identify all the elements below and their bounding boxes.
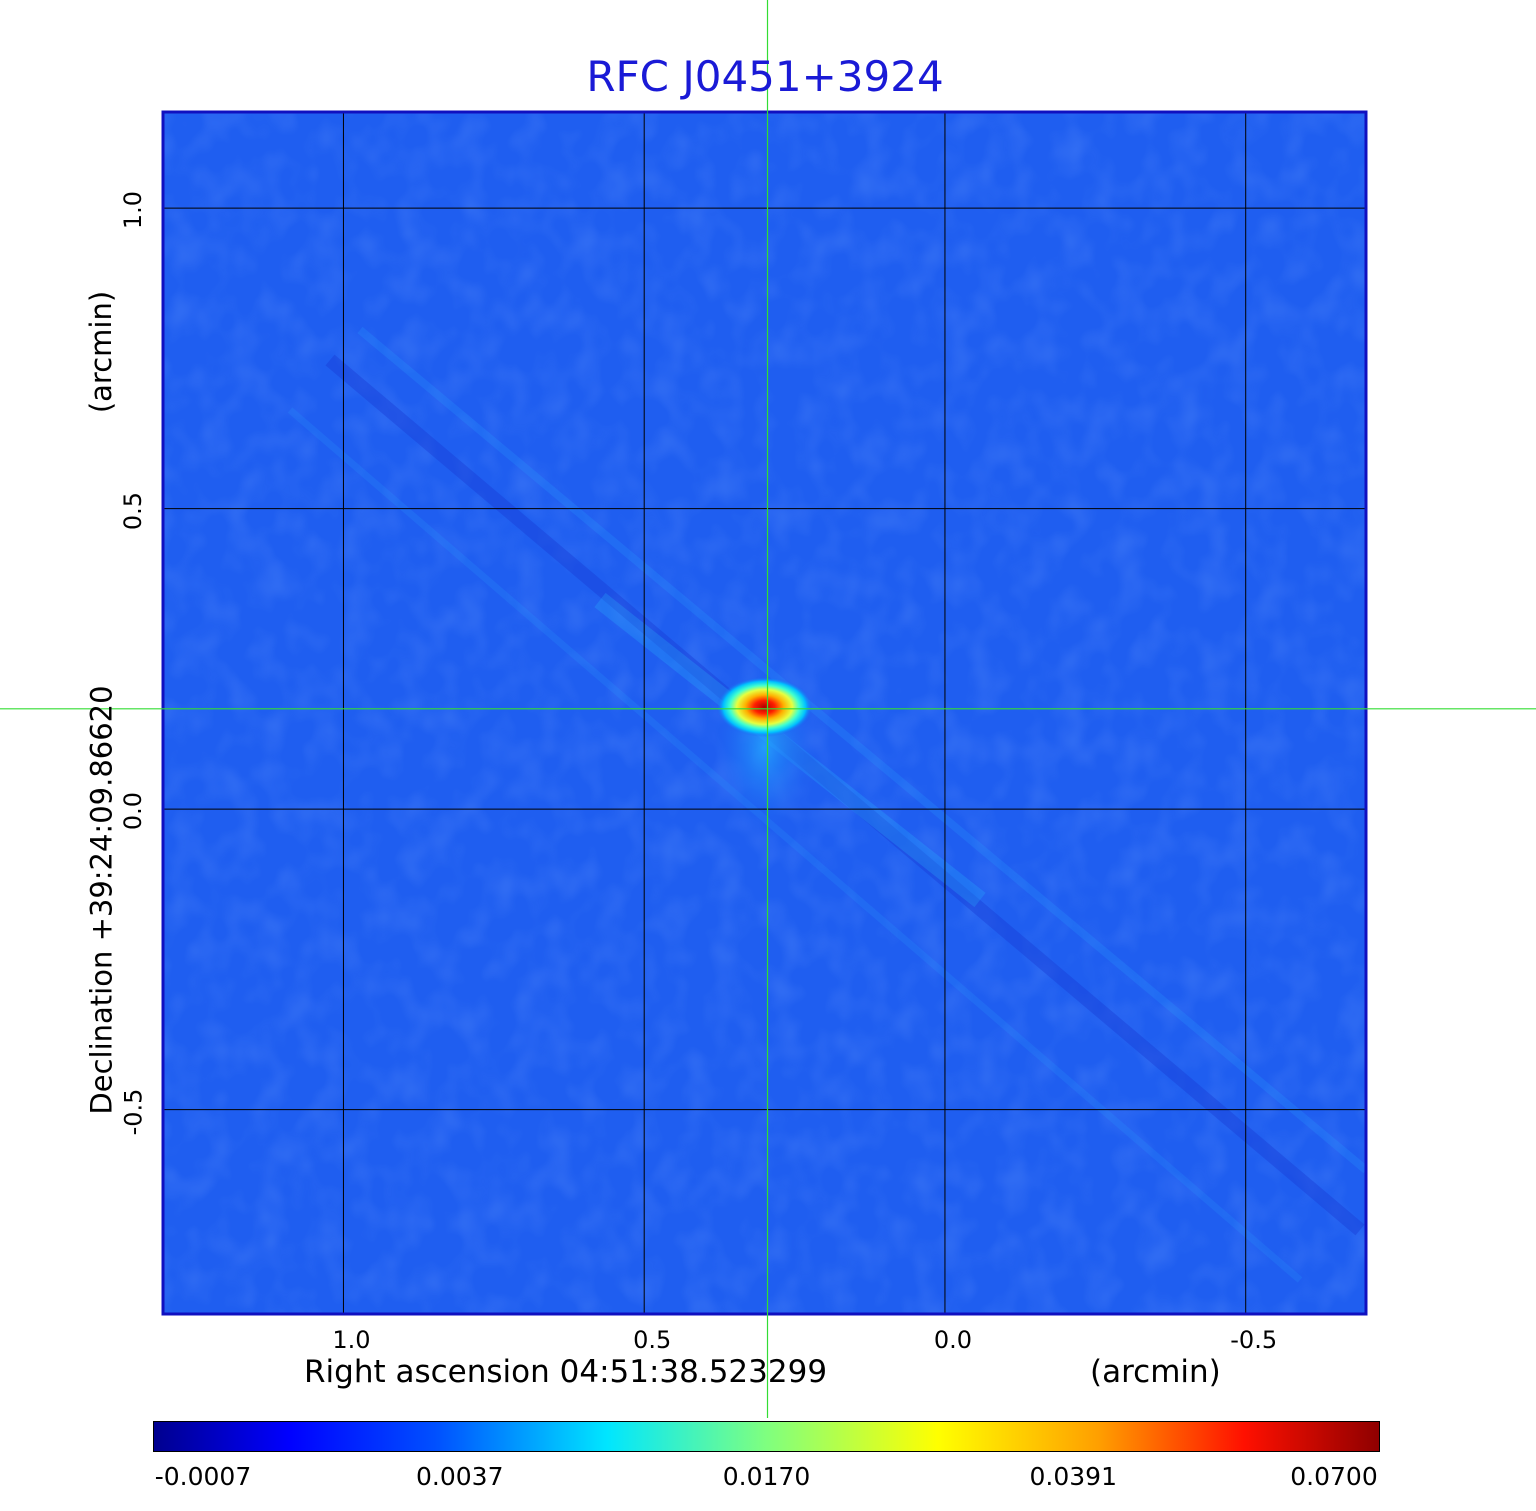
x-axis-label: Right ascension 04:51:38.523299 <box>304 1354 828 1390</box>
source-blob <box>709 656 820 837</box>
crosshair <box>0 0 1536 1418</box>
x-tick-label: 0.0 <box>933 1326 973 1354</box>
colorbar-tick-label: -0.0007 <box>154 1462 252 1491</box>
x-tick-label: 1.0 <box>332 1326 371 1354</box>
y-axis-unit: (arcmin) <box>84 290 119 414</box>
chart-title: RFC J0451+3924 <box>586 52 944 101</box>
colorbar-tick-label: 0.0700 <box>1290 1462 1378 1491</box>
colorbar-tick-label: 0.0037 <box>416 1462 504 1491</box>
colorbar <box>153 1421 1380 1452</box>
y-tick-label: 1.0 <box>119 191 148 230</box>
image-area <box>163 112 1366 1314</box>
x-tick-label: -0.5 <box>1230 1326 1278 1354</box>
colorbar-tick-label: 0.0170 <box>722 1462 811 1491</box>
plot-frame <box>161 110 1368 1316</box>
colorbar-tick-label: 0.0391 <box>1029 1462 1117 1491</box>
y-tick-label: 0.5 <box>119 491 148 530</box>
source-peak <box>716 676 813 737</box>
grid-lines <box>163 112 1366 1314</box>
x-axis-unit: (arcmin) <box>1090 1354 1221 1390</box>
y-tick-label: 0.0 <box>119 792 148 831</box>
y-axis-label: Declination +39:24:09.86620 <box>84 685 119 1115</box>
y-tick-label: -0.5 <box>118 1088 147 1136</box>
x-tick-label: 0.5 <box>633 1326 672 1354</box>
